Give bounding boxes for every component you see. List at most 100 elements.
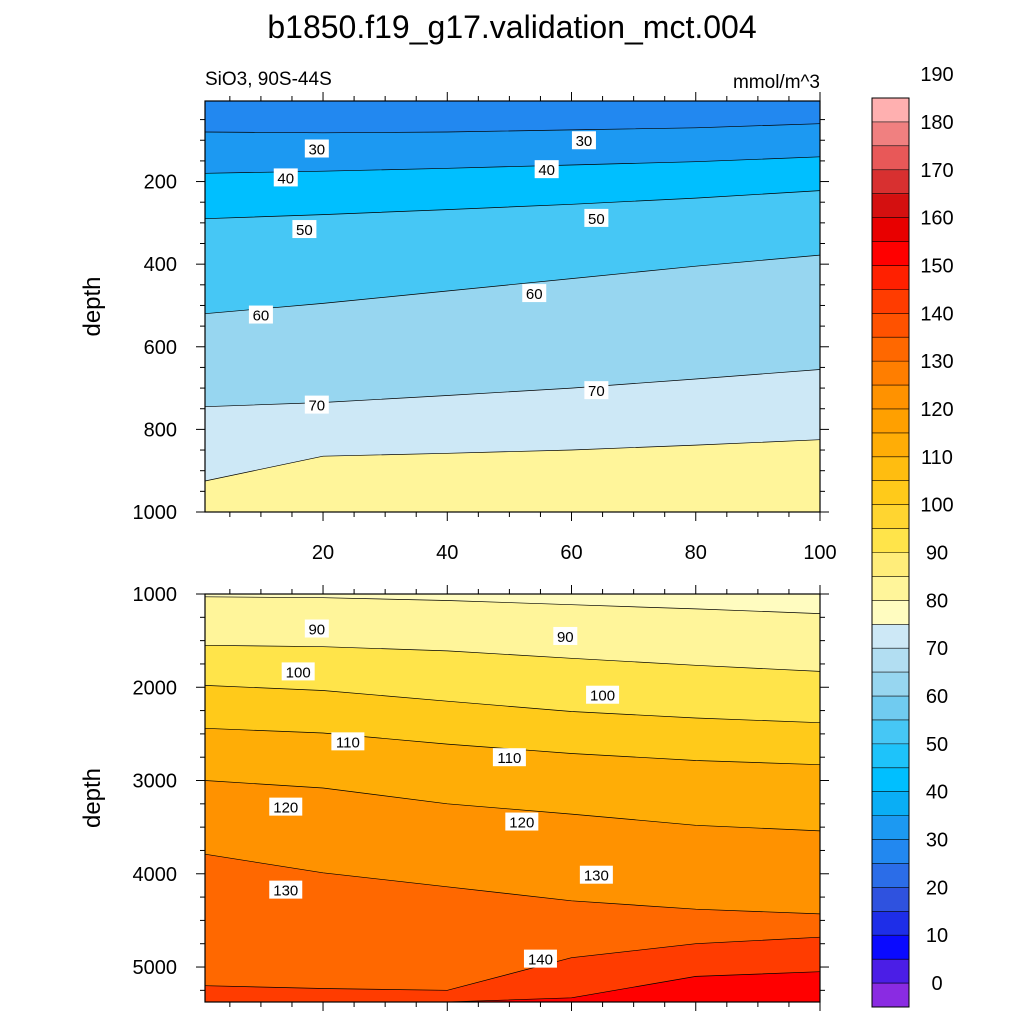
- y-tick-label: 5000: [133, 957, 178, 979]
- contour-label: 110: [492, 748, 526, 767]
- colorbar-swatch: [872, 98, 909, 123]
- colorbar-swatch: [872, 959, 909, 984]
- contour-line-130: [205, 853, 820, 915]
- colorbar-swatch: [872, 935, 909, 960]
- contour-label: 110: [331, 732, 365, 751]
- right-corner-label: mmol/m^3: [733, 72, 820, 93]
- svg-text:50: 50: [588, 211, 605, 228]
- contour-label: 50: [292, 220, 317, 239]
- contour-label: 50: [584, 208, 609, 228]
- x-tick-label: 100: [803, 542, 836, 564]
- svg-text:30: 30: [308, 142, 325, 159]
- y-axis-label: depth: [79, 276, 106, 336]
- colorbar-label: 90: [926, 543, 948, 565]
- svg-text:90: 90: [308, 622, 325, 639]
- colorbar-swatch: [872, 265, 909, 290]
- contour-line-140: [205, 936, 820, 991]
- panels: 30 30 40 40 50 50 60 60 70 70 20 40 60 80 100 200 400 600…: [79, 69, 837, 1011]
- colorbar-label: 110: [921, 447, 953, 469]
- x-tick-label: 60: [560, 542, 582, 564]
- band-fill-80: [205, 439, 820, 512]
- contour-line-40: [205, 156, 820, 174]
- svg-text:110: 110: [497, 750, 521, 767]
- colorbar-label: 10: [926, 925, 948, 947]
- contour-label: 130: [269, 880, 303, 900]
- colorbar-label: 100: [920, 495, 953, 517]
- colorbar-swatch: [872, 408, 909, 434]
- colorbar-label: 190: [920, 64, 953, 86]
- contour-label: 120: [269, 797, 303, 817]
- colorbar-swatch: [872, 600, 909, 625]
- colorbar-swatch: [872, 337, 909, 362]
- contour-line-50: [205, 190, 820, 220]
- colorbar-legend: 0 10 20 30 40 50 60 70 80 90 100 110 120 130 140 150 160…: [871, 64, 954, 1008]
- contour-label: 70: [584, 381, 609, 400]
- colorbar-swatch: [872, 241, 909, 266]
- colorbar-swatch: [872, 121, 909, 147]
- colorbar-label: 50: [926, 734, 948, 756]
- colorbar-label: 130: [920, 351, 953, 373]
- y-tick-label: 1000: [133, 502, 178, 524]
- panel-upper: 30 30 40 40 50 50 60 60 70 70 20 40 60 80 100 200 400 600…: [79, 69, 837, 564]
- colorbar-label: 70: [926, 638, 948, 660]
- y-tick-label: 4000: [133, 864, 178, 886]
- colorbar-swatch: [872, 217, 909, 243]
- contour-line-70: [205, 369, 820, 408]
- colorbar-label: 80: [926, 590, 948, 612]
- contour-label: 100: [586, 685, 620, 705]
- y-axis-label: depth: [79, 768, 106, 828]
- contour-line-30: [205, 123, 820, 134]
- colorbar-swatch: [872, 193, 909, 219]
- contour-line-100: [205, 685, 820, 724]
- contour-label: 60: [248, 305, 273, 325]
- colorbar-swatch: [872, 504, 909, 530]
- colorbar-label: 0: [931, 973, 942, 995]
- colorbar-swatch: [872, 815, 909, 841]
- colorbar-swatch: [872, 432, 909, 458]
- contour-line-80: [205, 439, 820, 482]
- colorbar-swatch: [872, 480, 909, 506]
- y-tick-label: 2000: [133, 677, 178, 699]
- contour-label: 140: [523, 949, 557, 969]
- panel-lower: 90 90 100 100 110 110 120 120 130 130 140 1000 2000 3…: [79, 584, 829, 1011]
- left-corner-label: SiO3, 90S-44S: [205, 69, 332, 90]
- band-fill-150: [205, 971, 820, 1002]
- svg-text:40: 40: [277, 170, 294, 187]
- contour-line-60: [205, 254, 820, 315]
- svg-text:30: 30: [576, 133, 593, 150]
- colorbar-swatch: [872, 863, 909, 888]
- colorbar-swatch: [872, 169, 909, 195]
- contour-line-90: [205, 644, 820, 672]
- svg-text:90: 90: [557, 629, 574, 646]
- colorbar-swatch: [872, 696, 909, 721]
- contour-label: 40: [534, 160, 559, 179]
- colorbar-frame: [871, 97, 910, 1008]
- colorbar-swatch: [872, 839, 909, 864]
- y-tick-label: 400: [144, 254, 177, 276]
- colorbar-swatch: [872, 552, 909, 577]
- colorbar-label: 20: [926, 877, 948, 899]
- colorbar-swatch: [872, 385, 909, 410]
- contour-label: 100: [281, 662, 315, 681]
- colorbar-label: 160: [920, 208, 953, 230]
- figure-title: b1850.f19_g17.validation_mct.004: [267, 9, 756, 45]
- contour-line-150: [205, 971, 820, 1002]
- colorbar-label: 180: [920, 112, 953, 134]
- contour-label: 90: [553, 626, 578, 646]
- y-tick-label: 200: [144, 172, 177, 194]
- colorbar-swatch: [872, 983, 909, 1008]
- x-tick-label: 80: [685, 542, 707, 564]
- svg-text:100: 100: [286, 664, 311, 681]
- colorbar-swatch: [872, 743, 909, 769]
- svg-text:140: 140: [528, 952, 553, 969]
- contour-fills: [205, 101, 820, 512]
- y-tick-label: 600: [144, 337, 177, 359]
- colorbar-label: 30: [926, 830, 948, 852]
- colorbar-label: 140: [920, 303, 953, 325]
- contour-label: 30: [571, 131, 596, 150]
- svg-text:60: 60: [526, 286, 543, 303]
- x-tick-label: 40: [436, 542, 458, 564]
- colorbar-label: 120: [920, 399, 953, 421]
- contour-line-80: [205, 596, 820, 614]
- svg-text:120: 120: [509, 815, 534, 832]
